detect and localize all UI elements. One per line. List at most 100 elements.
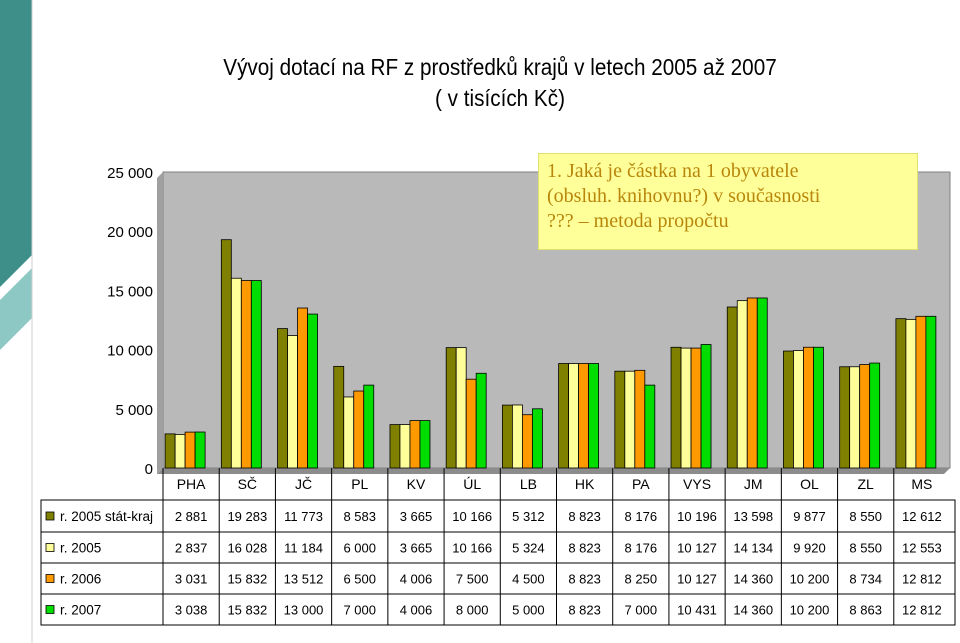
data-label: 12 553 bbox=[902, 541, 942, 556]
bar-JM-r-2005 bbox=[736, 300, 748, 469]
series-name: r. 2005 stát-kraj bbox=[60, 509, 153, 524]
data-label: 5 000 bbox=[512, 603, 545, 618]
plot-floor bbox=[157, 468, 950, 474]
data-label: 8 583 bbox=[343, 509, 376, 524]
teal-band bbox=[0, 0, 32, 287]
data-label: 10 196 bbox=[677, 509, 717, 524]
data-label: 9 920 bbox=[793, 541, 826, 556]
data-label: 2 837 bbox=[175, 541, 208, 556]
bar-PHA-r-2007 bbox=[194, 431, 206, 469]
data-label: 13 000 bbox=[284, 603, 324, 618]
bar-OL-r-2007 bbox=[813, 346, 824, 469]
data-label: 9 877 bbox=[793, 509, 826, 524]
bar-LB-r-2005-st-t-kraj bbox=[501, 404, 513, 469]
category-label: VYS bbox=[683, 476, 711, 492]
y-tick-label: 5 000 bbox=[115, 402, 153, 419]
bar-OL-r-2006 bbox=[803, 346, 814, 469]
category-label: LB bbox=[520, 476, 537, 492]
category-label: PL bbox=[351, 476, 368, 492]
legend-swatch bbox=[45, 574, 55, 583]
bar-PL-r-2005-st-t-kraj bbox=[333, 365, 345, 469]
y-tick-label: 10 000 bbox=[107, 343, 153, 360]
data-label: 8 823 bbox=[568, 541, 601, 556]
data-label: 12 812 bbox=[902, 603, 942, 618]
bar-SČ-r-2006 bbox=[240, 280, 252, 469]
bar-KV-r-2007 bbox=[419, 420, 431, 469]
teal-band-light bbox=[0, 268, 32, 350]
legend-swatch bbox=[45, 605, 55, 614]
data-label: 12 812 bbox=[902, 572, 942, 587]
data-label: 5 324 bbox=[512, 541, 545, 556]
data-label: 14 134 bbox=[733, 541, 773, 556]
plot-side-wall bbox=[157, 172, 163, 474]
note-line3: ??? – metoda propočtu bbox=[547, 210, 729, 232]
data-label: 3 038 bbox=[175, 603, 208, 618]
category-label: JM bbox=[744, 476, 763, 492]
bar-HK-r-2006 bbox=[578, 363, 590, 469]
data-label: 10 166 bbox=[452, 509, 492, 524]
bar-JM-r-2005-st-t-kraj bbox=[726, 306, 738, 469]
data-label: 8 823 bbox=[568, 509, 601, 524]
bar-ÚL-r-2005 bbox=[455, 347, 467, 469]
legend-swatch bbox=[45, 543, 55, 552]
bar-VYS-r-2005 bbox=[680, 347, 692, 469]
bar-HK-r-2007 bbox=[588, 363, 600, 469]
bar-PA-r-2006 bbox=[634, 369, 646, 469]
note-line2: (obsluh. knihovnu?) v současnosti bbox=[547, 185, 821, 207]
bar-MS-r-2007 bbox=[925, 315, 937, 469]
bar-PA-r-2005-st-t-kraj bbox=[614, 370, 626, 469]
data-label: 6 000 bbox=[343, 541, 376, 556]
data-label: 4 500 bbox=[512, 572, 545, 587]
note-line1: 1. Jaká je částka na 1 obyvatele bbox=[547, 160, 799, 182]
data-label: 10 166 bbox=[452, 541, 492, 556]
data-label: 8 550 bbox=[849, 541, 882, 556]
data-label: 8 000 bbox=[456, 603, 489, 618]
bar-HK-r-2005 bbox=[568, 363, 580, 469]
bar-VYS-r-2006 bbox=[690, 347, 702, 469]
bar-LB-r-2005 bbox=[511, 404, 523, 469]
note-box: 1. Jaká je částka na 1 obyvatele (obsluh… bbox=[538, 153, 918, 250]
bar-PHA-r-2005 bbox=[174, 434, 186, 469]
bar-OL-r-2005-st-t-kraj bbox=[783, 350, 794, 469]
data-label: 11 773 bbox=[284, 509, 323, 524]
category-label: JČ bbox=[295, 476, 312, 492]
category-label: MS bbox=[911, 476, 932, 492]
bar-JČ-r-2005-st-t-kraj bbox=[277, 328, 288, 469]
bar-MS-r-2005-st-t-kraj bbox=[895, 318, 907, 469]
series-name: r. 2007 bbox=[60, 603, 101, 618]
series-name: r. 2006 bbox=[60, 572, 101, 587]
bar-ÚL-r-2007 bbox=[475, 372, 487, 469]
data-label: 13 598 bbox=[733, 509, 773, 524]
bar-JM-r-2007 bbox=[756, 297, 768, 469]
category-label: HK bbox=[575, 476, 595, 492]
bar-JM-r-2006 bbox=[746, 297, 758, 469]
bar-PHA-r-2006 bbox=[184, 431, 196, 469]
data-label: 11 184 bbox=[284, 541, 323, 556]
category-label: PA bbox=[632, 476, 650, 492]
data-label: 3 665 bbox=[400, 509, 433, 524]
bar-SČ-r-2005 bbox=[230, 277, 242, 469]
bar-ÚL-r-2005-st-t-kraj bbox=[445, 347, 457, 469]
y-tick-label: 25 000 bbox=[107, 165, 153, 182]
bar-PL-r-2007 bbox=[363, 384, 375, 469]
bar-ÚL-r-2006 bbox=[465, 378, 477, 469]
bar-JČ-r-2005 bbox=[287, 335, 298, 469]
y-tick-label: 20 000 bbox=[107, 224, 153, 241]
category-label: ZL bbox=[858, 476, 875, 492]
bar-SČ-r-2007 bbox=[250, 280, 262, 469]
data-label: 4 006 bbox=[400, 603, 433, 618]
data-label: 2 881 bbox=[175, 509, 208, 524]
bar-KV-r-2005 bbox=[399, 424, 411, 469]
bar-JČ-r-2007 bbox=[307, 313, 318, 469]
data-label: 6 500 bbox=[343, 572, 376, 587]
data-label: 8 823 bbox=[568, 603, 601, 618]
data-label: 10 127 bbox=[677, 572, 717, 587]
category-label: ÚL bbox=[463, 476, 481, 492]
category-label: PHA bbox=[177, 476, 206, 492]
bar-PL-r-2006 bbox=[353, 390, 365, 469]
data-label: 5 312 bbox=[512, 509, 545, 524]
category-label: KV bbox=[407, 476, 426, 492]
bar-OL-r-2005 bbox=[793, 350, 804, 469]
